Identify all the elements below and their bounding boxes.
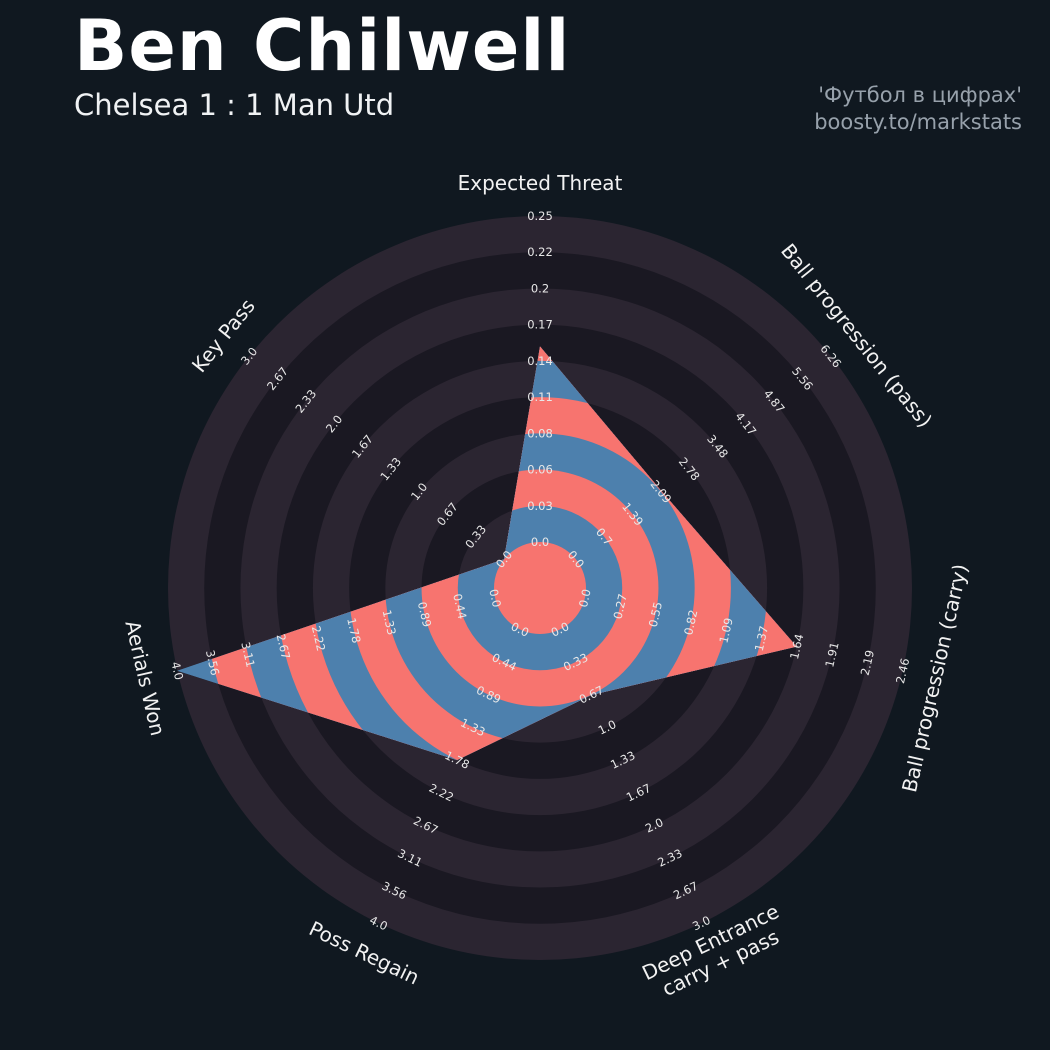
tick-label: 0.0 [576,588,594,609]
tick-label: 0.17 [527,318,553,332]
tick-label: 1.91 [822,641,841,669]
tick-label: 0.22 [527,245,553,259]
tick-label: 2.67 [274,633,293,661]
tick-label: 4.0 [168,660,186,681]
tick-label: 0.25 [527,209,553,223]
tick-label: 0.44 [450,592,469,620]
tick-label: 1.33 [380,608,399,636]
credit-url: boosty.to/markstats [814,110,1022,135]
tick-label: 3.11 [238,641,257,669]
header: Ben Chilwell Chelsea 1 : 1 Man Utd [74,5,571,122]
tick-label: 2.22 [309,624,328,652]
tick-label: 0.06 [527,463,553,477]
axis-title-0: Expected Threat [458,171,623,195]
tick-label: 0.11 [527,390,553,404]
tick-label: 0.27 [611,592,630,620]
tick-label: 1.64 [787,633,806,661]
match-score: Chelsea 1 : 1 Man Utd [74,87,395,122]
tick-label: 0.55 [646,600,665,628]
credit-brand: 'Футбол в цифрах' [818,83,1022,107]
page-title: Ben Chilwell [74,5,571,87]
radar-center-circle [494,542,586,634]
tick-label: 0.03 [527,499,553,513]
credit-block: 'Футбол в цифрах' boosty.to/markstats [814,82,1022,137]
tick-labels-2: 0.0 0.27 0.55 0.82 1.09 1.37 1.64 1.91 2.19 2.46 [576,588,912,685]
tick-labels-0: 0.0 0.03 0.06 0.08 0.11 0.14 0.17 0.2 0.22 0.25 [527,209,553,549]
tick-label: 2.19 [858,649,877,677]
tick-label: 0.0 [531,535,549,549]
axis-title-5: Aerials Won [120,618,170,738]
tick-label: 0.08 [527,426,553,440]
tick-label: 3.56 [203,649,222,677]
tick-label: 0.89 [415,600,434,628]
tick-label: 2.46 [893,657,912,685]
tick-label: 0.82 [681,608,700,636]
tick-label: 0.0 [486,588,504,609]
tick-label: 0.14 [527,354,553,368]
tick-label: 0.2 [531,281,549,295]
tick-label: 1.78 [344,616,363,644]
tick-labels-5: 0.0 0.44 0.89 1.33 1.78 2.22 2.67 3.11 3.56 4.0 [168,588,504,682]
tick-label: 1.37 [752,624,771,652]
tick-label: 1.09 [716,616,735,644]
